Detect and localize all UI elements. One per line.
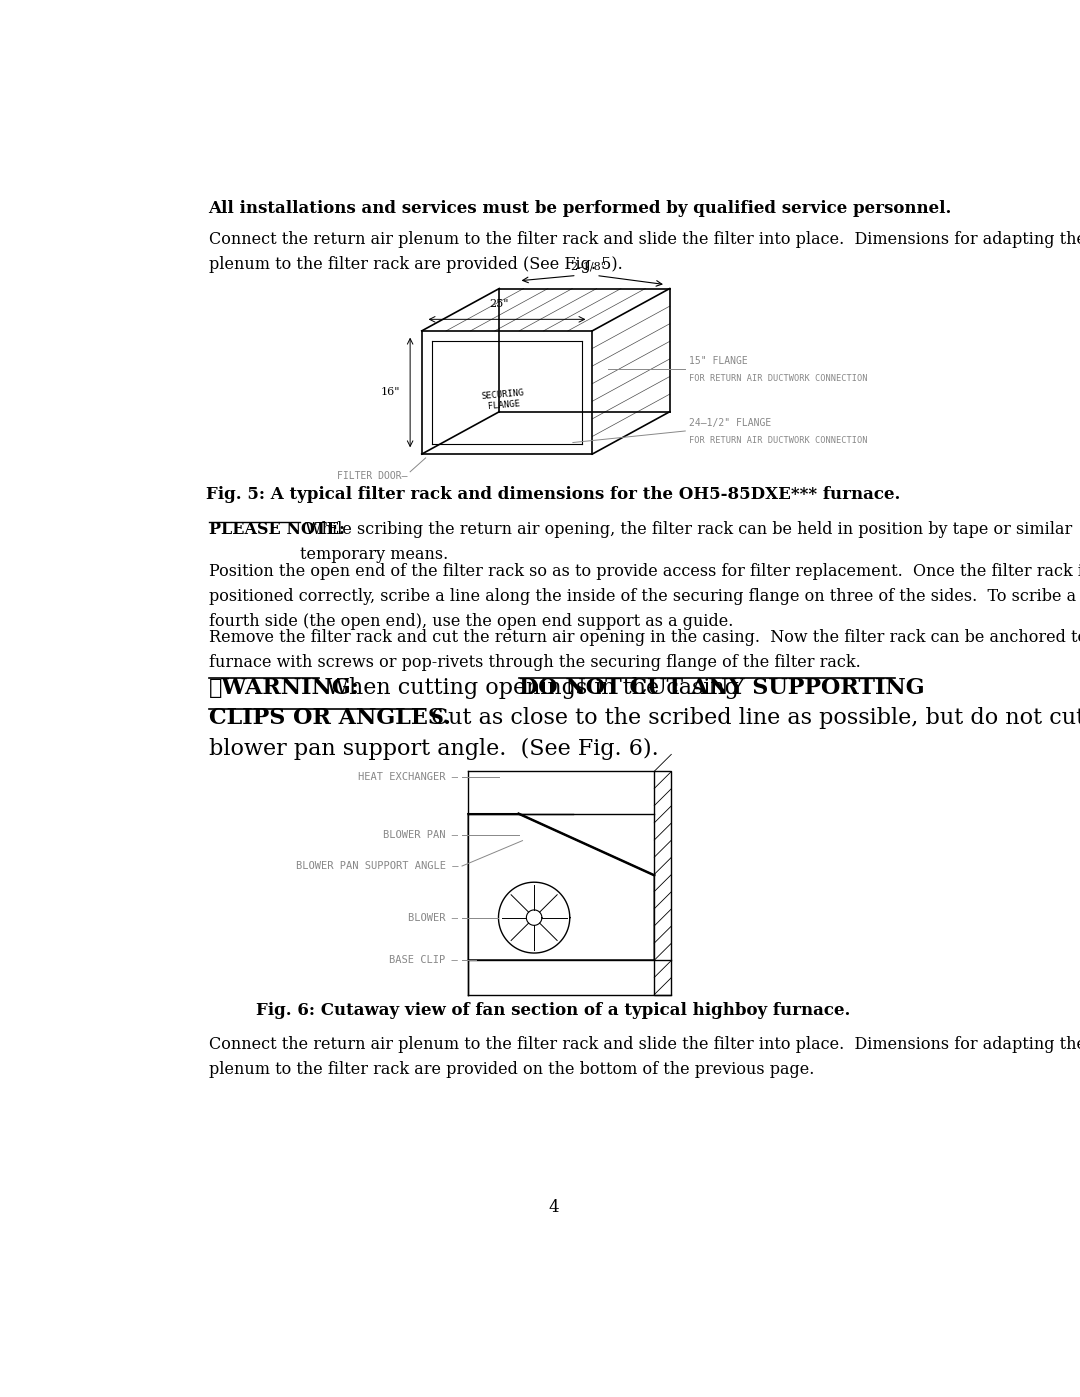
Text: Connect the return air plenum to the filter rack and slide the filter into place: Connect the return air plenum to the fil… xyxy=(208,1037,1080,1078)
Text: 24–1/2" FLANGE: 24–1/2" FLANGE xyxy=(689,418,771,427)
Text: Position the open end of the filter rack so as to provide access for filter repl: Position the open end of the filter rack… xyxy=(208,563,1080,630)
Text: FILTER DOOR—: FILTER DOOR— xyxy=(337,471,408,481)
Text: BLOWER PAN —: BLOWER PAN — xyxy=(383,830,458,840)
Text: 4: 4 xyxy=(549,1200,558,1217)
Text: Remove the filter rack and cut the return air opening in the casing.  Now the fi: Remove the filter rack and cut the retur… xyxy=(208,629,1080,671)
Text: Cut as close to the scribed line as possible, but do not cut the base clip or: Cut as close to the scribed line as poss… xyxy=(424,707,1080,729)
Text: All installations and services must be performed by qualified service personnel.: All installations and services must be p… xyxy=(208,200,951,217)
Text: BLOWER —: BLOWER — xyxy=(408,912,458,922)
Text: CLIPS OR ANGLES.: CLIPS OR ANGLES. xyxy=(208,707,450,729)
Text: Fig. 6: Cutaway view of fan section of a typical highboy furnace.: Fig. 6: Cutaway view of fan section of a… xyxy=(256,1002,851,1020)
Text: ⚠WARNING:: ⚠WARNING: xyxy=(208,676,360,698)
Text: 25": 25" xyxy=(489,299,509,309)
Text: 15" FLANGE: 15" FLANGE xyxy=(689,356,747,366)
Text: 2–1/8": 2–1/8" xyxy=(570,261,606,271)
Text: FOR RETURN AIR DUCTWORK CONNECTION: FOR RETURN AIR DUCTWORK CONNECTION xyxy=(689,436,867,444)
Text: DO NOT CUT ANY SUPPORTING: DO NOT CUT ANY SUPPORTING xyxy=(518,676,924,698)
Text: SECURING
FLANGE: SECURING FLANGE xyxy=(481,388,525,412)
Text: BASE CLIP —: BASE CLIP — xyxy=(390,956,458,965)
Text: HEAT EXCHANGER —: HEAT EXCHANGER — xyxy=(359,771,458,782)
Text: FOR RETURN AIR DUCTWORK CONNECTION: FOR RETURN AIR DUCTWORK CONNECTION xyxy=(689,374,867,383)
Text: Fig. 5: A typical filter rack and dimensions for the OH5-85DXE*** furnace.: Fig. 5: A typical filter rack and dimens… xyxy=(206,486,901,503)
Text: PLEASE NOTE:: PLEASE NOTE: xyxy=(208,521,345,538)
Text: BLOWER PAN SUPPORT ANGLE —: BLOWER PAN SUPPORT ANGLE — xyxy=(296,861,458,872)
Text: When cutting openings in the casing: When cutting openings in the casing xyxy=(319,676,745,698)
Text: While scribing the return air opening, the filter rack can be held in position b: While scribing the return air opening, t… xyxy=(300,521,1072,563)
Text: blower pan support angle.  (See Fig. 6).: blower pan support angle. (See Fig. 6). xyxy=(208,738,659,760)
Text: Connect the return air plenum to the filter rack and slide the filter into place: Connect the return air plenum to the fil… xyxy=(208,231,1080,272)
Text: 16": 16" xyxy=(380,387,400,398)
